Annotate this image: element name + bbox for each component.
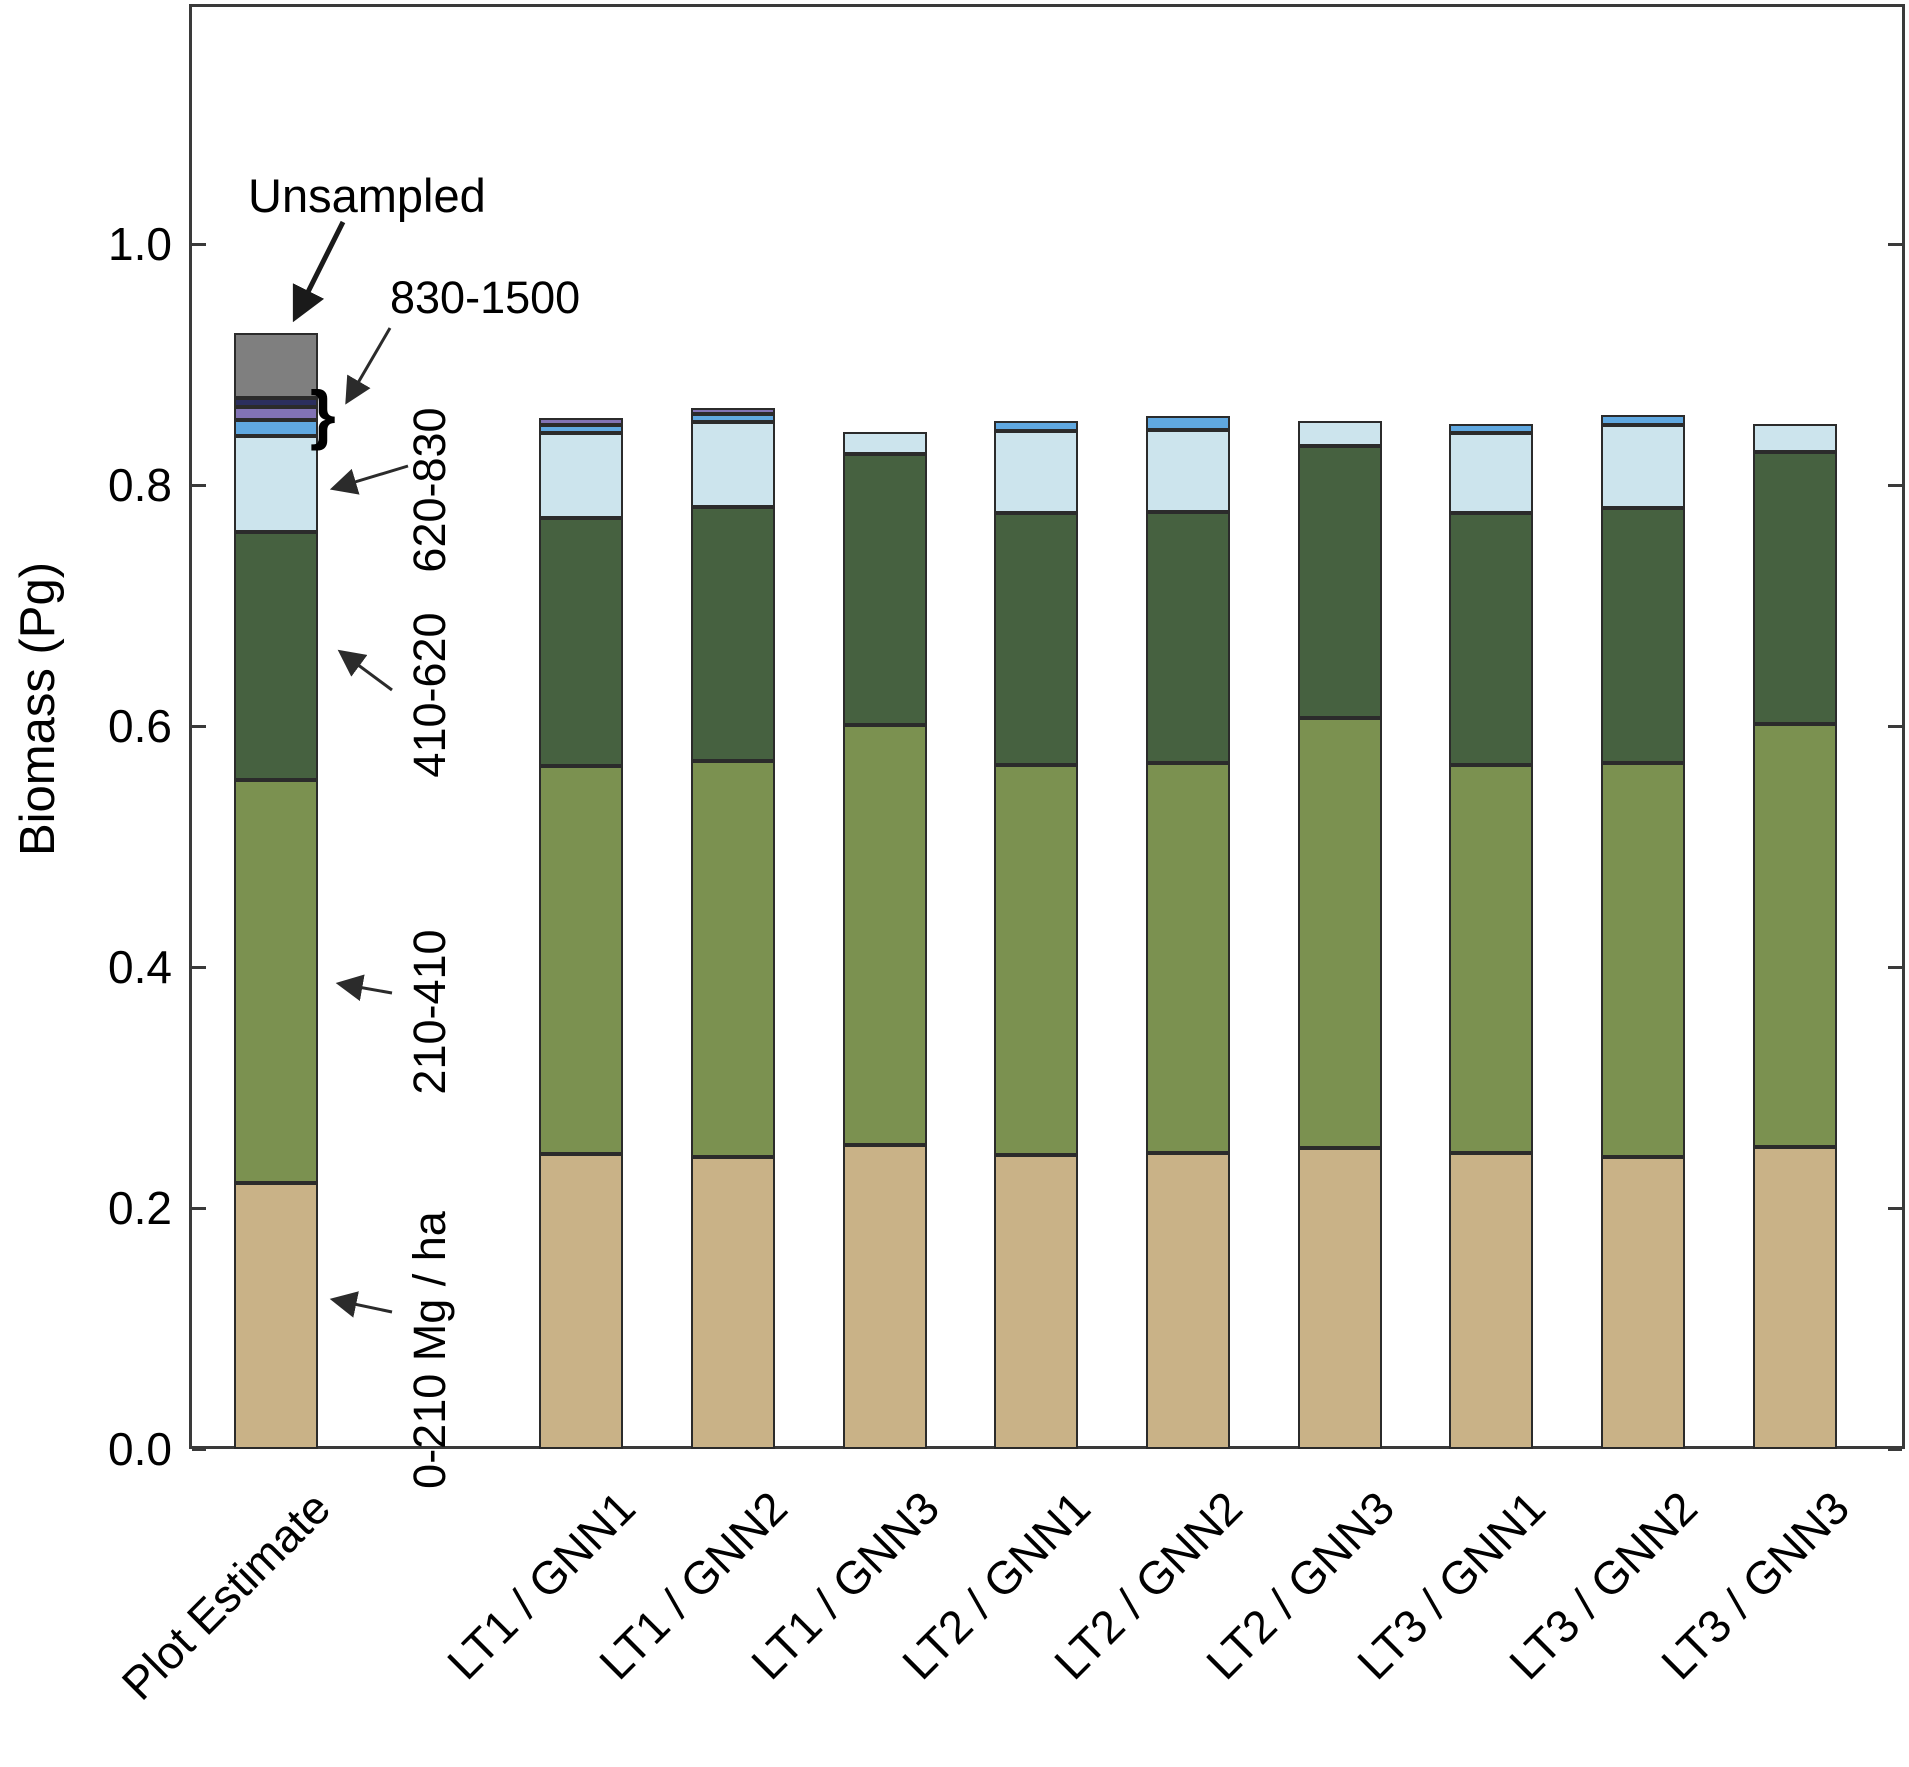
bar-segment — [843, 454, 927, 725]
biomass-class-label: 210-410 — [404, 929, 455, 1095]
bar-segment — [1601, 425, 1685, 508]
y-tick-mark — [192, 243, 206, 246]
y-tick-label: 1.0 — [108, 218, 172, 270]
bar-segment — [1449, 513, 1533, 765]
bar-segment — [1449, 765, 1533, 1153]
bar-segment — [691, 422, 775, 507]
bar-segment — [1449, 424, 1533, 433]
bar-segment — [234, 333, 318, 398]
brace-glyph: } — [310, 377, 336, 451]
bar-segment — [1601, 763, 1685, 1157]
unsampled-annotation-label: Unsampled — [248, 169, 486, 222]
y-tick-mark — [192, 725, 206, 728]
bar-segment — [691, 1157, 775, 1449]
bar-segment — [1601, 508, 1685, 763]
y-tick-label: 0.6 — [108, 700, 172, 752]
y-tick-mark — [1888, 1207, 1902, 1210]
bar-segment — [1753, 452, 1837, 724]
bar-segment — [1601, 415, 1685, 425]
biomass-class-label: 410-620 — [404, 612, 455, 778]
bar-segment — [234, 398, 318, 407]
bar-segment — [234, 420, 318, 436]
bar-segment — [1146, 512, 1230, 763]
bar-segment — [994, 765, 1078, 1155]
bar-segment — [1298, 421, 1382, 446]
biomass-class-label: 0-210 Mg / ha — [404, 1211, 455, 1489]
bar-segment — [539, 418, 623, 425]
bar-segment — [994, 431, 1078, 513]
y-tick-mark — [1888, 725, 1902, 728]
bar-segment — [234, 1183, 318, 1449]
y-tick-label: 0.8 — [108, 459, 172, 511]
bar-segment — [1449, 433, 1533, 513]
bar-segment — [1146, 1153, 1230, 1449]
y-tick-mark — [1888, 484, 1902, 487]
bar-segment — [994, 421, 1078, 431]
bar-segment — [1146, 763, 1230, 1153]
biomass-class-label: 620-830 — [404, 407, 455, 573]
bar-segment — [1601, 1157, 1685, 1449]
y-tick-label: 0.4 — [108, 941, 172, 993]
y-tick-mark — [192, 1207, 206, 1210]
bar-segment — [1753, 724, 1837, 1147]
bar-segment — [691, 761, 775, 1157]
bar-segment — [539, 518, 623, 766]
bar-segment — [1298, 718, 1382, 1148]
y-tick-mark — [1888, 243, 1902, 246]
bar-segment — [1298, 1148, 1382, 1449]
bar-segment — [691, 507, 775, 761]
bar-segment — [994, 513, 1078, 765]
bar-segment — [843, 1145, 927, 1449]
bar-segment — [234, 780, 318, 1183]
bar-segment — [994, 1155, 1078, 1449]
bar-segment — [1449, 1153, 1533, 1449]
bar-segment — [691, 414, 775, 422]
bar-segment — [539, 1154, 623, 1449]
bar-segment — [234, 407, 318, 420]
bar-segment — [1753, 424, 1837, 452]
y-tick-mark — [192, 966, 206, 969]
y-tick-mark — [1888, 966, 1902, 969]
bar-segment — [539, 433, 623, 518]
y-tick-label: 0.2 — [108, 1182, 172, 1234]
bar-segment — [234, 436, 318, 532]
y-tick-label: 0.0 — [108, 1423, 172, 1475]
bar-segment — [1146, 416, 1230, 430]
x-category-label: Plot Estimate — [111, 1481, 341, 1710]
class-830-1500-annotation-label: 830-1500 — [390, 272, 581, 323]
y-tick-mark — [1888, 1448, 1902, 1451]
y-axis-title: Biomass (Pg) — [11, 561, 65, 857]
bar-segment — [843, 432, 927, 454]
bar-segment — [539, 766, 623, 1154]
y-tick-mark — [192, 1448, 206, 1451]
bar-segment — [539, 425, 623, 433]
bar-segment — [1298, 446, 1382, 718]
bar-segment — [691, 408, 775, 414]
y-tick-mark — [192, 484, 206, 487]
bar-segment — [1146, 430, 1230, 512]
bar-segment — [1753, 1147, 1837, 1449]
bar-segment — [843, 725, 927, 1145]
bar-segment — [234, 532, 318, 780]
